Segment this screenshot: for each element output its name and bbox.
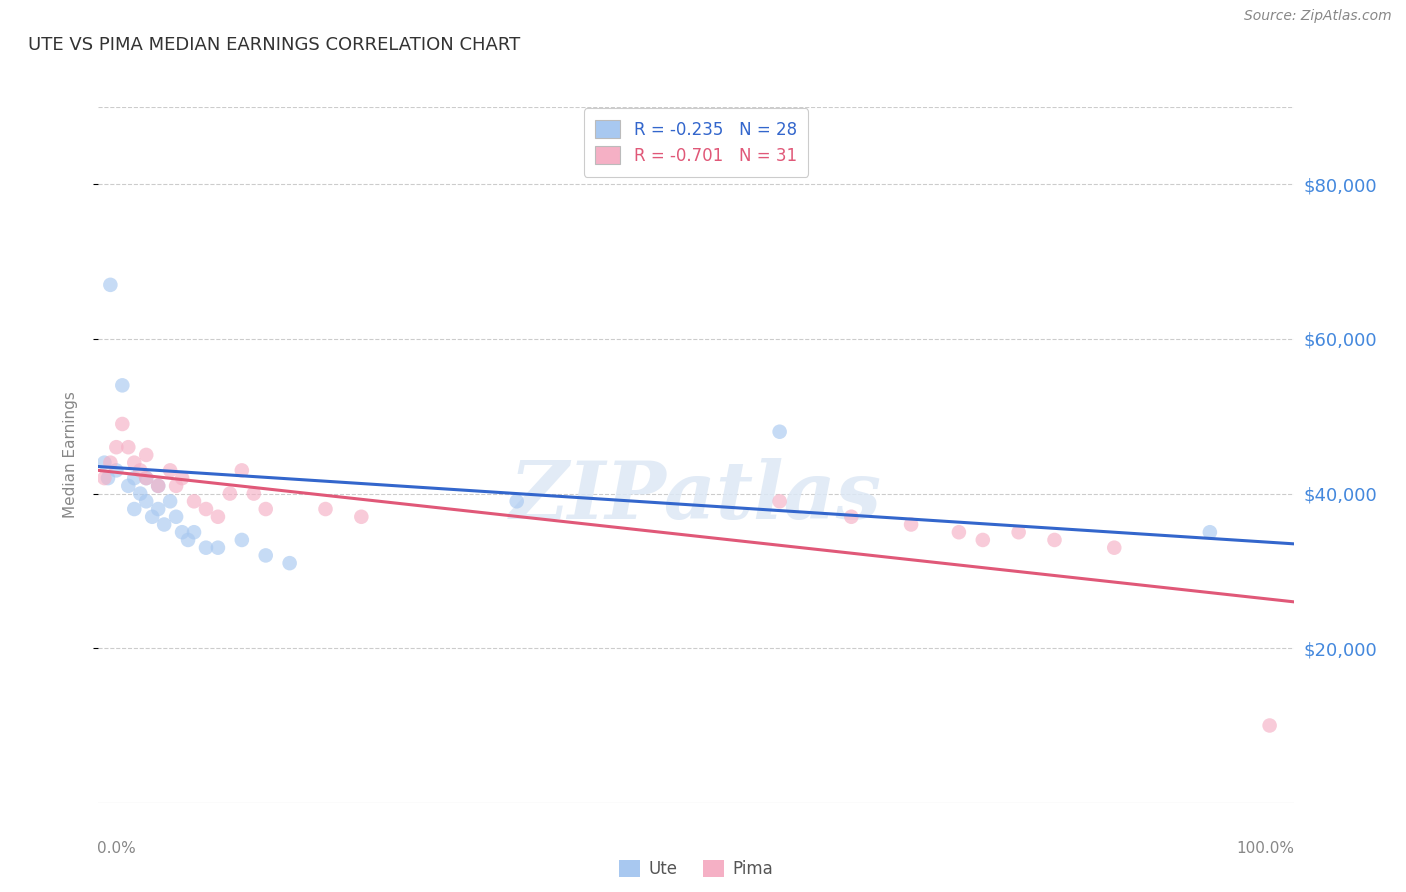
Point: [254, 502, 277, 516]
Point: [105, 463, 128, 477]
Point: [177, 533, 200, 547]
Text: 100.0%: 100.0%: [1237, 841, 1295, 856]
Point: [135, 448, 157, 462]
Point: [98, 456, 122, 470]
Point: [135, 471, 157, 485]
Point: [207, 509, 229, 524]
Point: [129, 463, 152, 477]
Point: [278, 556, 301, 570]
Point: [948, 525, 970, 540]
Point: [135, 471, 157, 485]
Point: [172, 471, 194, 485]
Point: [159, 494, 181, 508]
Point: [124, 502, 146, 516]
Point: [1198, 525, 1220, 540]
Point: [165, 479, 187, 493]
Point: [350, 509, 373, 524]
Point: [97, 471, 120, 485]
Point: [93, 471, 115, 485]
Point: [129, 486, 152, 500]
Point: [111, 417, 134, 431]
Point: [194, 502, 218, 516]
Text: ZIPatlas: ZIPatlas: [510, 458, 882, 535]
Point: [1007, 525, 1029, 540]
Point: [148, 479, 170, 493]
Point: [315, 502, 337, 516]
Point: [111, 378, 134, 392]
Point: [231, 533, 253, 547]
Point: [172, 525, 194, 540]
Legend: Ute, Pima: Ute, Pima: [612, 854, 780, 885]
Point: [243, 486, 266, 500]
Point: [1258, 718, 1281, 732]
Point: [506, 494, 529, 508]
Text: UTE VS PIMA MEDIAN EARNINGS CORRELATION CHART: UTE VS PIMA MEDIAN EARNINGS CORRELATION …: [28, 36, 520, 54]
Point: [148, 479, 170, 493]
Point: [194, 541, 218, 555]
Point: [93, 456, 115, 470]
Point: [254, 549, 277, 563]
Point: [768, 425, 790, 439]
Text: 0.0%: 0.0%: [97, 841, 136, 856]
Point: [841, 509, 863, 524]
Y-axis label: Median Earnings: Median Earnings: [63, 392, 77, 518]
Point: [135, 494, 157, 508]
Point: [231, 463, 253, 477]
Point: [124, 456, 146, 470]
Text: Source: ZipAtlas.com: Source: ZipAtlas.com: [1244, 9, 1392, 23]
Point: [159, 463, 181, 477]
Point: [183, 494, 205, 508]
Point: [117, 479, 139, 493]
Point: [148, 502, 170, 516]
Point: [105, 440, 128, 454]
Point: [900, 517, 922, 532]
Point: [124, 471, 146, 485]
Point: [98, 277, 122, 292]
Point: [117, 440, 139, 454]
Point: [972, 533, 994, 547]
Point: [183, 525, 205, 540]
Point: [207, 541, 229, 555]
Point: [768, 494, 790, 508]
Point: [141, 509, 163, 524]
Point: [165, 509, 187, 524]
Point: [153, 517, 176, 532]
Point: [1043, 533, 1066, 547]
Point: [1102, 541, 1125, 555]
Point: [219, 486, 242, 500]
